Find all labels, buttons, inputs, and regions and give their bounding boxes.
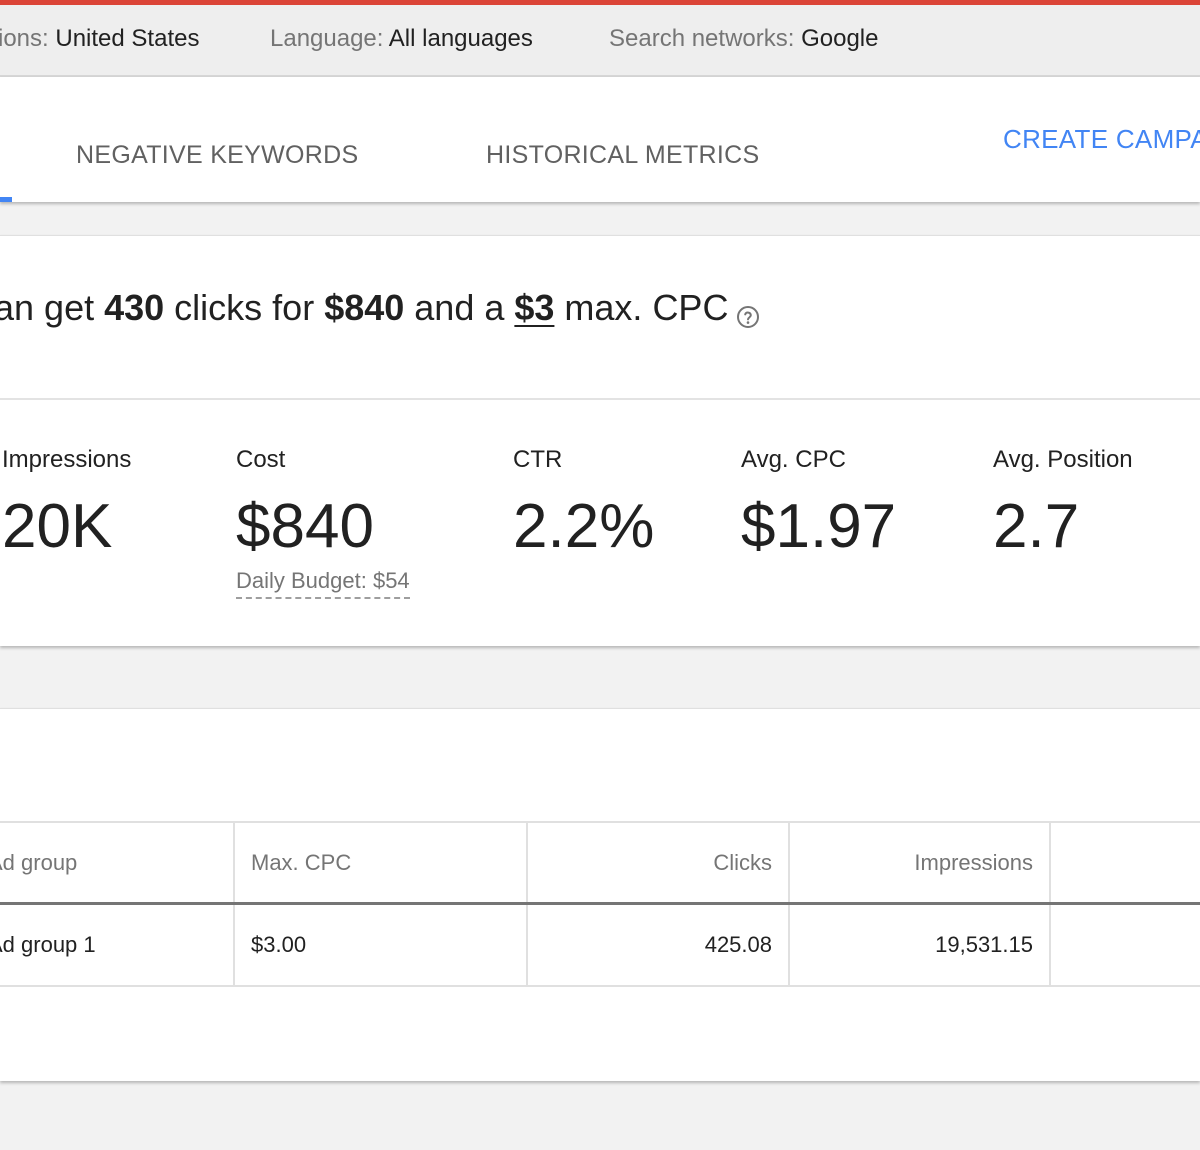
header-impressions[interactable]: Impressions [788, 823, 1049, 902]
create-campaign-button[interactable]: CREATE CAMPA [1003, 124, 1200, 154]
forecast-headline: an get 430 clicks for $840 and a $3 max.… [0, 286, 760, 330]
header-extra [1049, 823, 1200, 902]
header-clicks[interactable]: Clicks [526, 823, 788, 902]
language-filter-value: All languages [388, 25, 533, 52]
locations-filter[interactable]: ions: United States [0, 24, 199, 54]
help-circle-icon[interactable] [736, 295, 760, 329]
search-networks-filter[interactable]: Search networks: Google [609, 24, 878, 54]
metric-ctr: CTR 2.2% [513, 446, 654, 562]
headline-clicks: 430 [104, 287, 165, 328]
max-cpc-link[interactable]: $3 [514, 287, 555, 328]
headline-suffix: max. CPC [554, 287, 729, 328]
headline-prefix: an get [0, 287, 105, 328]
language-filter-label: Language: [270, 25, 384, 52]
top-accent-bar [0, 0, 1200, 5]
active-tab-indicator [0, 197, 12, 202]
search-networks-filter-value: Google [801, 25, 879, 52]
table-row: Ad group 1 $3.00 425.08 19,531.15 [0, 905, 1200, 987]
cell-ad-group[interactable]: Ad group 1 [0, 932, 96, 957]
header-ad-group[interactable]: Ad group [0, 849, 78, 875]
metric-ctr-value: 2.2% [513, 492, 655, 561]
cell-impressions: 19,531.15 [788, 905, 1049, 985]
metric-avg-position-label: Avg. Position [993, 446, 1133, 473]
metric-cost: Cost $840 [236, 446, 374, 562]
cell-max-cpc[interactable]: $3.00 [233, 905, 526, 985]
tab-negative-keywords[interactable]: NEGATIVE KEYWORDS [76, 141, 359, 169]
tab-historical-metrics[interactable]: HISTORICAL METRICS [486, 141, 760, 169]
locations-filter-value: United States [55, 25, 200, 52]
metric-impressions-value: 20K [2, 492, 113, 561]
table-header-row: Ad group Max. CPC Clicks Impressions [0, 821, 1200, 905]
metric-avg-cpc-value: $1.97 [741, 492, 897, 561]
language-filter[interactable]: Language: All languages [270, 24, 533, 54]
header-max-cpc[interactable]: Max. CPC [233, 823, 526, 902]
cell-clicks: 425.08 [526, 905, 788, 985]
metric-impressions-label: Impressions [2, 446, 132, 473]
cell-extra [1049, 905, 1200, 985]
targeting-filter-bar: ions: United States Language: All langua… [0, 5, 1200, 77]
metric-avg-position-value: 2.7 [993, 492, 1080, 561]
metric-cost-label: Cost [236, 446, 286, 473]
headline-mid2: and a [404, 287, 515, 328]
ad-group-table-card: Ad group Max. CPC Clicks Impressions Ad … [0, 708, 1200, 1081]
summary-divider [0, 398, 1200, 400]
metric-cost-value: $840 [236, 492, 374, 561]
metric-avg-cpc-label: Avg. CPC [741, 446, 846, 473]
tabs-bar: NEGATIVE KEYWORDS HISTORICAL METRICS CRE… [0, 77, 1200, 202]
locations-filter-label: ions: [0, 25, 49, 52]
metric-avg-position: Avg. Position 2.7 [993, 446, 1133, 562]
metric-impressions: Impressions 20K [2, 446, 131, 562]
search-networks-filter-label: Search networks: [609, 25, 795, 52]
forecast-summary-card: an get 430 clicks for $840 and a $3 max.… [0, 235, 1200, 646]
metric-avg-cpc: Avg. CPC $1.97 [741, 446, 896, 562]
ad-group-table: Ad group Max. CPC Clicks Impressions Ad … [0, 821, 1200, 987]
headline-mid1: clicks for [164, 287, 325, 328]
headline-cost: $840 [324, 287, 405, 328]
daily-budget-link[interactable]: Daily Budget: $54 [236, 568, 410, 599]
metric-ctr-label: CTR [513, 446, 563, 473]
